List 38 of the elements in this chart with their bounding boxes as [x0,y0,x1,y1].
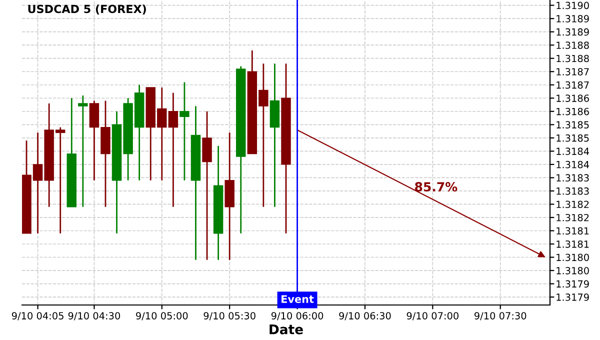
x-tick-label: 9/10 07:30 [474,312,526,320]
y-tick-label: 1.3185 [556,134,589,142]
y-tick-label: 1.3179 [556,280,589,288]
y-tick-label: 1.3185 [556,121,589,128]
y-tick-label: 1.3179 [556,294,589,301]
y-tick-label: 1.3182 [556,200,589,208]
chart-title: USDCAD 5 (FOREX) [28,4,146,14]
y-tick-label: 1.3189 [556,28,589,36]
x-tick-label: 9/10 06:00 [271,312,324,320]
y-tick-label: 1.3183 [556,174,589,182]
x-axis-title: Date [270,324,303,334]
y-tick-label: 1.3186 [556,94,589,102]
annotation: 85.7% [415,182,458,192]
x-tick-label: 9/10 05:30 [204,312,256,320]
y-tick-label: 1.3180 [556,254,589,262]
x-tick-label: 9/10 04:05 [12,312,64,320]
x-tick-label: 9/10 07:00 [406,312,458,320]
y-tick-label: 1.3190 [556,2,589,10]
y-tick-label: 1.3183 [556,187,589,195]
candlestick [180,82,190,182]
ref-line-label: Event [282,295,314,303]
y-tick-label: 1.3188 [556,54,589,62]
x-tick-label: 9/10 04:30 [68,312,120,320]
y-tick-label: 1.3181 [556,227,589,235]
y-tick-label: 1.3181 [556,240,589,248]
y-tick-label: 1.3182 [556,214,589,222]
y-tick-label: 1.3184 [556,148,590,156]
y-tick-label: 1.3180 [556,267,589,274]
candlestick [78,94,88,208]
y-tick-label: 1.3188 [556,42,589,49]
candlestick [202,110,212,261]
x-tick-label: 9/10 05:00 [136,312,188,320]
x-tick-label: 9/10 06:30 [339,312,391,320]
y-tick-label: 1.3187 [556,68,589,76]
y-tick-label: 1.3189 [556,15,589,22]
y-tick-label: 1.3184 [556,160,590,168]
y-tick-label: 1.3187 [556,81,589,89]
y-tick-label: 1.3186 [556,108,589,116]
